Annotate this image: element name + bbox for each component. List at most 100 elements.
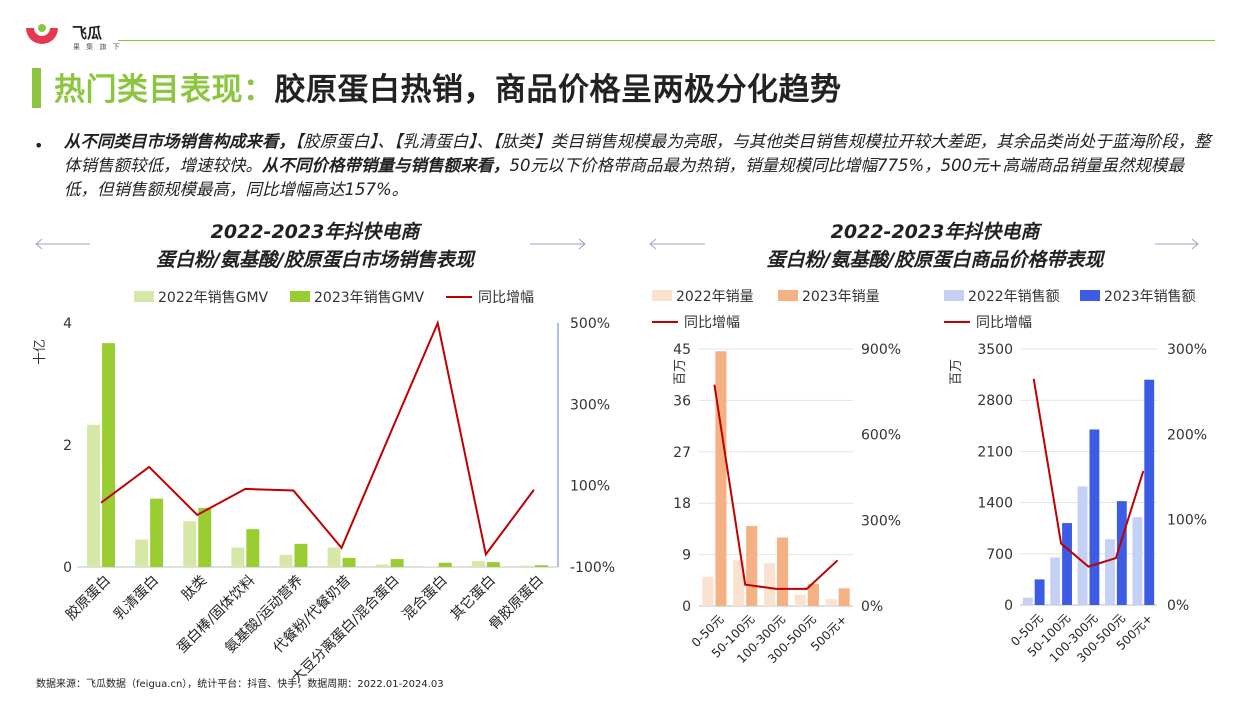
y2-tick-label: 600%	[861, 428, 901, 444]
bar-4-2022	[1132, 517, 1143, 605]
y-tick-label: 9	[682, 548, 691, 564]
y-tick-label: 45	[673, 342, 691, 358]
left-chart-title: 2022-2023年抖快电商 蛋白粉/氨基酸/胶原蛋白市场销售表现	[90, 218, 540, 274]
x-tick-label: 肽类	[179, 573, 210, 604]
legend-label-1: 2023年销售GMV	[314, 290, 425, 306]
right-chart-title-line2: 蛋白粉/氨基酸/胶原蛋白商品价格带表现	[766, 249, 1104, 271]
summary-text-1: 【胶原蛋白】、【乳清蛋白】、【肽类】类目销售规模最为亮眼，与其他类目销售规模拉开…	[64, 132, 1211, 175]
bar-1-2023	[150, 498, 164, 567]
bar-0-2022	[87, 424, 101, 567]
bar-7-2023	[438, 562, 452, 567]
legend-swatch-0	[944, 290, 964, 301]
y2-tick-label: 200%	[1167, 427, 1207, 443]
bar-5-2022	[327, 547, 341, 567]
y-tick-label: 1400	[977, 496, 1013, 512]
yoy-growth-line	[1032, 378, 1145, 568]
bar-5-2023	[342, 557, 356, 567]
y-unit-label: 百万	[673, 359, 688, 385]
bar-3-2022	[794, 594, 806, 606]
y2-tick-label: 300%	[1167, 342, 1207, 358]
y-tick-label: 36	[673, 393, 691, 409]
bar-8-2022	[471, 560, 485, 567]
title-highlight: 热门类目表现：	[54, 72, 275, 108]
x-tick-label: 混合蛋白	[400, 573, 451, 624]
y2-tick-label: 0%	[861, 599, 883, 615]
bar-1-2023	[1062, 523, 1072, 605]
legend-swatch-1	[778, 290, 798, 301]
bar-9-2022	[519, 565, 533, 567]
y2-tick-label: 300%	[861, 513, 901, 529]
legend-label-1: 2023年销量	[802, 289, 880, 305]
right-arrow-head-icon	[578, 238, 586, 250]
bar-6-2023	[390, 559, 404, 567]
bullet-icon: •	[34, 136, 44, 155]
page-title: 热门类目表现：胶原蛋白热销，商品价格呈两极分化趋势	[54, 64, 842, 109]
y-tick-label: 3500	[977, 342, 1013, 358]
y-tick-label: 4	[63, 316, 72, 332]
bar-0-2022	[1022, 597, 1033, 605]
brand-tagline: 果 集 旗 下	[73, 43, 122, 51]
bar-4-2022	[279, 554, 293, 567]
left-arrow-head-icon	[649, 238, 657, 250]
legend-label-0: 2022年销售额	[968, 289, 1060, 305]
data-source-note: 数据来源：飞瓜数据（feigua.cn），统计平台：抖音、快手，数据周期：202…	[36, 679, 444, 690]
y2-tick-label: 300%	[570, 397, 610, 413]
legend-swatch-0	[134, 291, 154, 302]
bar-2-2023	[198, 507, 212, 567]
legend-label-2: 同比增幅	[684, 315, 740, 331]
title-accent-bar	[32, 68, 41, 108]
y2-tick-label: 500%	[570, 316, 610, 332]
bar-0-2023	[102, 343, 116, 567]
bar-0-2022	[702, 576, 714, 606]
left-arrow-head-icon	[35, 238, 43, 250]
right-arrow-head-icon	[1191, 238, 1199, 250]
right-chart-title: 2022-2023年抖快电商 蛋白粉/氨基酸/胶原蛋白商品价格带表现	[700, 218, 1170, 274]
x-tick-label: 乳清蛋白	[111, 573, 162, 624]
y-tick-label: 27	[673, 445, 691, 461]
y-tick-label: 700	[986, 547, 1013, 563]
yoy-growth-line	[713, 384, 839, 590]
brand-name: 飞瓜	[72, 24, 103, 42]
bar-3-2023	[1116, 501, 1127, 605]
y2-tick-label: 100%	[1167, 513, 1207, 529]
bar-4-2022	[825, 599, 837, 606]
bar-3-2022	[1105, 539, 1115, 605]
bar-3-2022	[231, 547, 245, 567]
legend-label-2: 同比增幅	[976, 315, 1032, 331]
bar-7-2022	[423, 566, 437, 567]
y2-tick-label: 100%	[570, 479, 610, 495]
bar-4-2023	[838, 588, 850, 606]
bar-1-2022	[733, 560, 745, 606]
y2-tick-label: 900%	[861, 342, 901, 358]
bar-4-2023	[294, 543, 308, 567]
summary-text-2: 50元以下价格带商品最为热销，销量规模同比增幅775%，500元+高端商品销量虽…	[64, 156, 1184, 199]
bar-9-2023	[534, 565, 548, 567]
y2-tick-label: 0%	[1167, 598, 1189, 614]
y-tick-label: 0	[1004, 598, 1013, 614]
title-arrows	[35, 238, 1199, 250]
y-tick-label: 0	[682, 599, 691, 615]
left-chart-title-line2: 蛋白粉/氨基酸/胶原蛋白市场销售表现	[156, 249, 474, 271]
legend-swatch-0	[652, 290, 672, 301]
title-rest: 胶原蛋白热销，商品价格呈两极分化趋势	[274, 72, 842, 108]
legend-label-2: 同比增幅	[478, 290, 534, 306]
bar-2-2022	[183, 521, 197, 567]
legend-label-0: 2022年销量	[676, 289, 754, 305]
y2-tick-label: -100%	[570, 560, 615, 576]
brand-logo-icon	[26, 24, 58, 44]
bar-3-2023	[807, 583, 819, 606]
legend-swatch-1	[1080, 290, 1100, 301]
summary-bold-2: 从不同价格带销量与销售额来看，	[262, 156, 510, 175]
bar-1-2023	[746, 526, 758, 606]
y-tick-label: 0	[63, 560, 72, 576]
bar-3-2023	[246, 529, 260, 567]
y-tick-label: 2800	[977, 393, 1013, 409]
bar-6-2022	[375, 564, 389, 567]
summary-bold-1: 从不同类目市场销售构成来看，	[64, 132, 295, 151]
left-chart-title-line1: 2022-2023年抖快电商	[210, 221, 420, 243]
bar-1-2022	[1050, 557, 1061, 605]
bar-4-2023	[1144, 379, 1155, 605]
legend-label-0: 2022年销售GMV	[158, 290, 269, 306]
x-tick-label: 胶原蛋白	[62, 572, 114, 624]
bar-2-2023	[1089, 429, 1100, 605]
